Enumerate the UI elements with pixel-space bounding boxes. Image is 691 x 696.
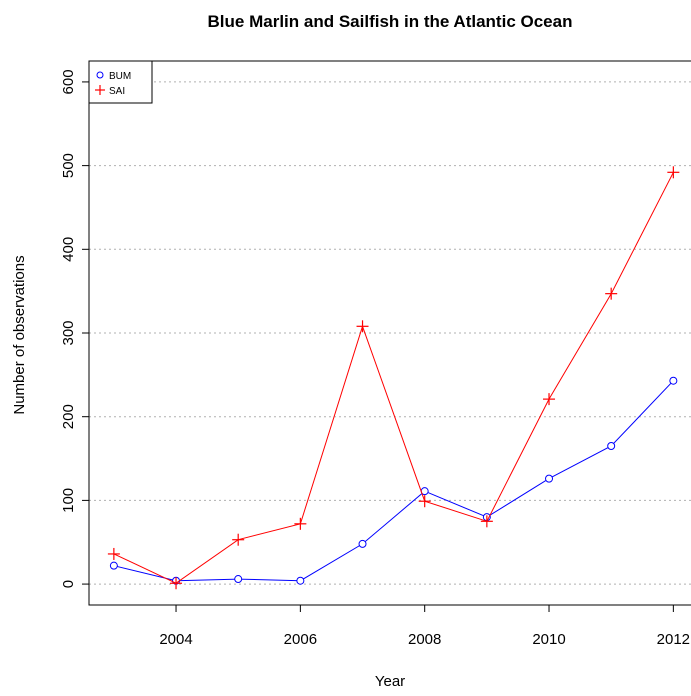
- y-tick-label: 100: [60, 488, 77, 513]
- plot-frame: [88, 60, 691, 606]
- y-tick-label: 600: [60, 69, 77, 94]
- legend-marker: [95, 85, 105, 95]
- y-tick-label: 0: [60, 580, 77, 588]
- x-tick-label: 2012: [657, 631, 690, 648]
- y-tick-label: 400: [60, 237, 77, 262]
- series-sai: [107, 166, 680, 590]
- y-axis-label: Number of observations: [11, 255, 28, 414]
- x-tick-label: 2004: [159, 631, 192, 648]
- legend-label: SAI: [109, 86, 125, 97]
- data-point: [356, 320, 369, 333]
- data-point: [545, 474, 554, 483]
- data-point: [669, 376, 678, 385]
- legend: BUM SAI: [88, 60, 153, 104]
- grid-lines: [89, 81, 691, 585]
- series-line: [113, 172, 674, 584]
- data-point: [296, 576, 305, 585]
- data-point: [107, 547, 120, 560]
- data-point: [418, 495, 431, 508]
- y-tick-label: 300: [60, 320, 77, 345]
- y-tick-label: 500: [60, 153, 77, 178]
- data-series: [107, 166, 680, 590]
- legend-box: [88, 60, 153, 104]
- data-point: [234, 575, 243, 584]
- data-point: [232, 533, 245, 546]
- legend-label: BUM: [109, 71, 131, 82]
- data-point: [358, 539, 367, 548]
- chart-title: Blue Marlin and Sailfish in the Atlantic…: [208, 12, 573, 31]
- data-point: [605, 287, 618, 300]
- data-point: [667, 166, 680, 179]
- axes: 0 100 200 300 400 500 600 2004 2006 2008 2010 2012: [60, 69, 690, 648]
- series-line: [113, 380, 674, 582]
- y-tick-label: 200: [60, 404, 77, 429]
- data-point: [480, 515, 493, 528]
- data-point: [543, 393, 556, 406]
- legend-marker: [96, 71, 104, 79]
- x-tick-label: 2006: [284, 631, 317, 648]
- data-point: [109, 561, 118, 570]
- data-point: [170, 577, 183, 590]
- data-point: [607, 441, 616, 450]
- x-axis-label: Year: [375, 673, 405, 690]
- x-tick-label: 2010: [532, 631, 565, 648]
- x-tick-label: 2008: [408, 631, 441, 648]
- data-point: [294, 517, 307, 530]
